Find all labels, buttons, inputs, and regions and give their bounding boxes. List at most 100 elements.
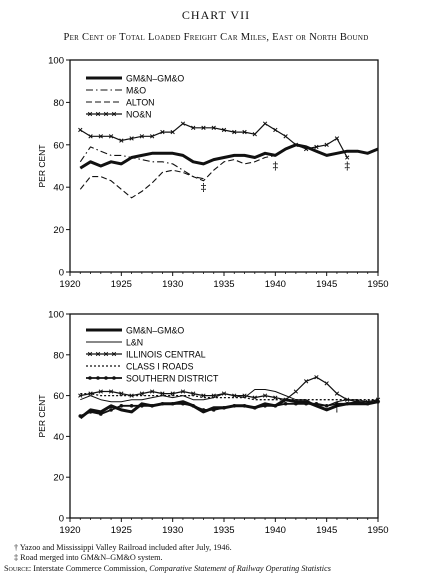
data-point (108, 389, 114, 394)
y-tick-label: 20 (53, 225, 64, 236)
data-point (376, 399, 380, 404)
chart-title: CHART VII (181, 8, 251, 22)
legend-label-m-o: M&O (126, 86, 146, 96)
legend-marker (95, 111, 101, 117)
footnote-marker: ‡ (201, 181, 207, 194)
data-point (345, 155, 350, 160)
footnote-ddagger: ‡ Road merged into GM&N–GM&O system. (14, 553, 163, 562)
data-point (283, 134, 288, 139)
data-point (88, 134, 93, 139)
data-point (262, 393, 268, 398)
data-point (140, 404, 144, 408)
footnote-marker: ‡ (273, 160, 279, 173)
x-tick-label: 1935 (213, 525, 234, 536)
data-point (201, 408, 206, 412)
y-tick-label: 100 (48, 56, 64, 67)
data-point (294, 401, 298, 406)
data-point (293, 142, 299, 147)
data-point (273, 404, 278, 408)
x-tick-label: 1940 (265, 525, 286, 536)
y-tick-label: 60 (53, 140, 64, 151)
data-point (334, 391, 340, 396)
x-tick-label: 1945 (316, 525, 337, 536)
data-point (98, 134, 103, 139)
data-point (252, 132, 257, 137)
x-tick-label: 1930 (162, 525, 183, 536)
source-prefix: Source: (4, 564, 32, 573)
legend-marker (88, 376, 92, 380)
legend-marker (95, 351, 101, 357)
data-point (335, 401, 339, 406)
data-point (139, 391, 145, 396)
data-point (314, 401, 319, 406)
y-tick-label: 80 (53, 350, 64, 361)
legend-label-alton: ALTON (126, 98, 155, 108)
data-point (314, 375, 319, 380)
plot-frame (69, 59, 379, 273)
data-point (211, 408, 216, 412)
data-point (129, 404, 134, 408)
data-point (253, 406, 257, 410)
data-point (78, 393, 83, 398)
data-point (181, 401, 185, 406)
x-tick-label: 1920 (59, 279, 80, 290)
data-point (109, 408, 113, 412)
data-point (232, 404, 237, 408)
y-tick-label: 40 (53, 183, 64, 194)
data-point (232, 393, 237, 398)
data-point (273, 395, 278, 400)
data-point (283, 401, 288, 406)
source-note: Source: Interstate Commerce Commission, … (4, 564, 420, 574)
data-point (99, 412, 103, 416)
plot-frame (69, 313, 379, 519)
x-tick-label: 1920 (59, 525, 80, 536)
series-line-no-n (79, 122, 348, 158)
chart-subtitle: Per Cent of Total Loaded Freight Car Mil… (63, 32, 369, 43)
legend-marker (104, 376, 108, 380)
y-tick-label: 0 (59, 514, 64, 525)
series-line-alton (79, 154, 276, 199)
data-point (191, 125, 196, 130)
data-point (170, 129, 175, 135)
legend-marker (87, 351, 93, 357)
data-point (242, 129, 247, 135)
data-point (160, 401, 165, 406)
footnote-dagger: † Yazoo and Mississippi Valley Railroad … (14, 543, 232, 552)
data-point (355, 399, 360, 404)
data-point (78, 127, 83, 133)
legend-label-class-i-roads: CLASS I ROADS (126, 362, 194, 372)
data-point (263, 404, 267, 408)
data-point (149, 134, 155, 139)
y-axis-label: PER CENT (37, 395, 47, 438)
x-tick-label: 1950 (367, 525, 388, 536)
data-point (345, 397, 350, 402)
y-axis-label: PER CENT (37, 145, 47, 188)
data-point (221, 391, 227, 396)
data-point (211, 393, 216, 398)
data-point (119, 138, 124, 143)
data-point (293, 389, 299, 394)
x-tick-label: 1945 (316, 279, 337, 290)
data-point (88, 410, 93, 414)
y-tick-label: 80 (53, 98, 64, 109)
data-point (180, 121, 186, 126)
data-point (345, 401, 350, 406)
data-point (98, 389, 103, 394)
series-line-m-o (79, 146, 204, 180)
chart-top: 0 20 40 60 80 100 1920 1925 1930 1935 1940 1945 1950… (37, 56, 389, 291)
source-italic: Comparative Statement of Railway Operati… (149, 564, 331, 573)
data-point (211, 125, 216, 130)
data-point (314, 144, 319, 150)
legend-marker (103, 111, 109, 117)
x-tick-label: 1940 (265, 279, 286, 290)
data-point (119, 404, 124, 408)
legend-label-illinois-central: ILLINOIS CENTRAL (126, 350, 206, 360)
data-point (191, 391, 196, 396)
y-tick-label: 0 (59, 268, 64, 279)
data-point (129, 136, 134, 141)
data-point (119, 391, 124, 396)
legend-marker (103, 351, 109, 357)
footnote-marker: ‡ (344, 160, 350, 173)
data-point (160, 391, 165, 396)
legend-marker (87, 111, 93, 117)
